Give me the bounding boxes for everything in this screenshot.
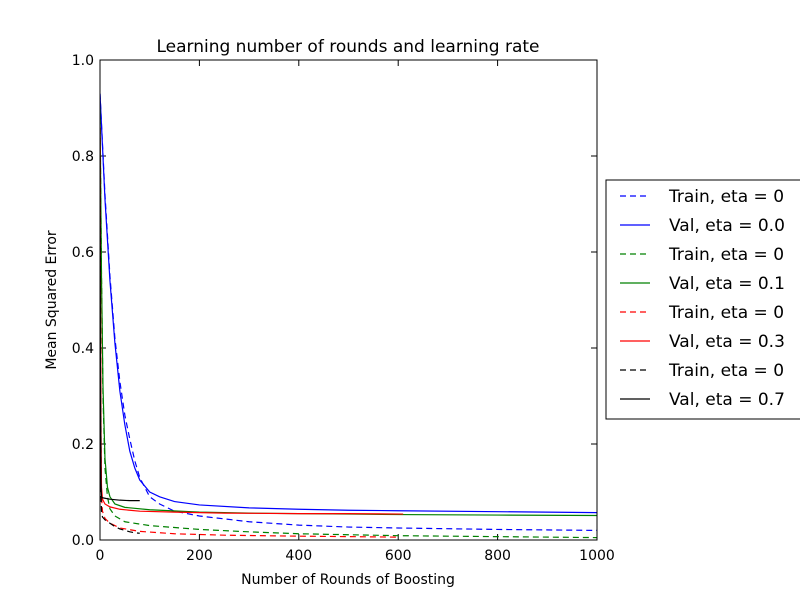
chart-title: Learning number of rounds and learning r… — [156, 37, 539, 57]
legend-label-7: Train, eta = 0 — [668, 361, 784, 381]
y-tick-label: 0.4 — [72, 341, 94, 357]
series-group — [100, 93, 597, 539]
x-tick-label: 600 — [385, 548, 412, 564]
legend-label-5: Train, eta = 0 — [668, 303, 784, 323]
y-axis-label: Mean Squared Error — [44, 230, 60, 370]
legend-label-6: Val, eta = 0.3 — [669, 332, 785, 352]
plot-area-frame — [99, 59, 598, 541]
x-tick-label: 400 — [285, 548, 312, 564]
y-tick-label: 0.6 — [72, 245, 94, 261]
series-line-7 — [100, 155, 140, 534]
series-line-2 — [100, 93, 597, 514]
x-tick-label: 0 — [96, 548, 105, 564]
y-tick-label: 1.0 — [72, 53, 94, 69]
y-tick-label: 0.8 — [72, 149, 94, 165]
legend-label-1: Train, eta = 0 — [668, 187, 784, 207]
y-tick-label: 0.0 — [72, 533, 94, 549]
x-tick-label: 800 — [484, 548, 511, 564]
legend-label-4: Val, eta = 0.1 — [669, 274, 785, 294]
tick-group: 0 200 400 600 800 1000 0.0 0.2 0.4 0.6 0.8 1.0 — [72, 53, 615, 564]
x-tick-label: 200 — [186, 548, 213, 564]
legend-label-3: Train, eta = 0 — [668, 245, 784, 265]
legend-frame — [605, 179, 800, 420]
x-tick-label: 1000 — [579, 548, 615, 564]
legend-label-8: Val, eta = 0.7 — [669, 390, 785, 410]
legend: Train, eta = 0 Val, eta = 0.0 Train, eta =… — [605, 179, 800, 420]
x-axis-label: Number of Rounds of Boosting — [241, 572, 455, 588]
series-line-8 — [100, 155, 140, 502]
y-tick-label: 0.2 — [72, 437, 94, 453]
legend-label-2: Val, eta = 0.0 — [669, 216, 785, 236]
